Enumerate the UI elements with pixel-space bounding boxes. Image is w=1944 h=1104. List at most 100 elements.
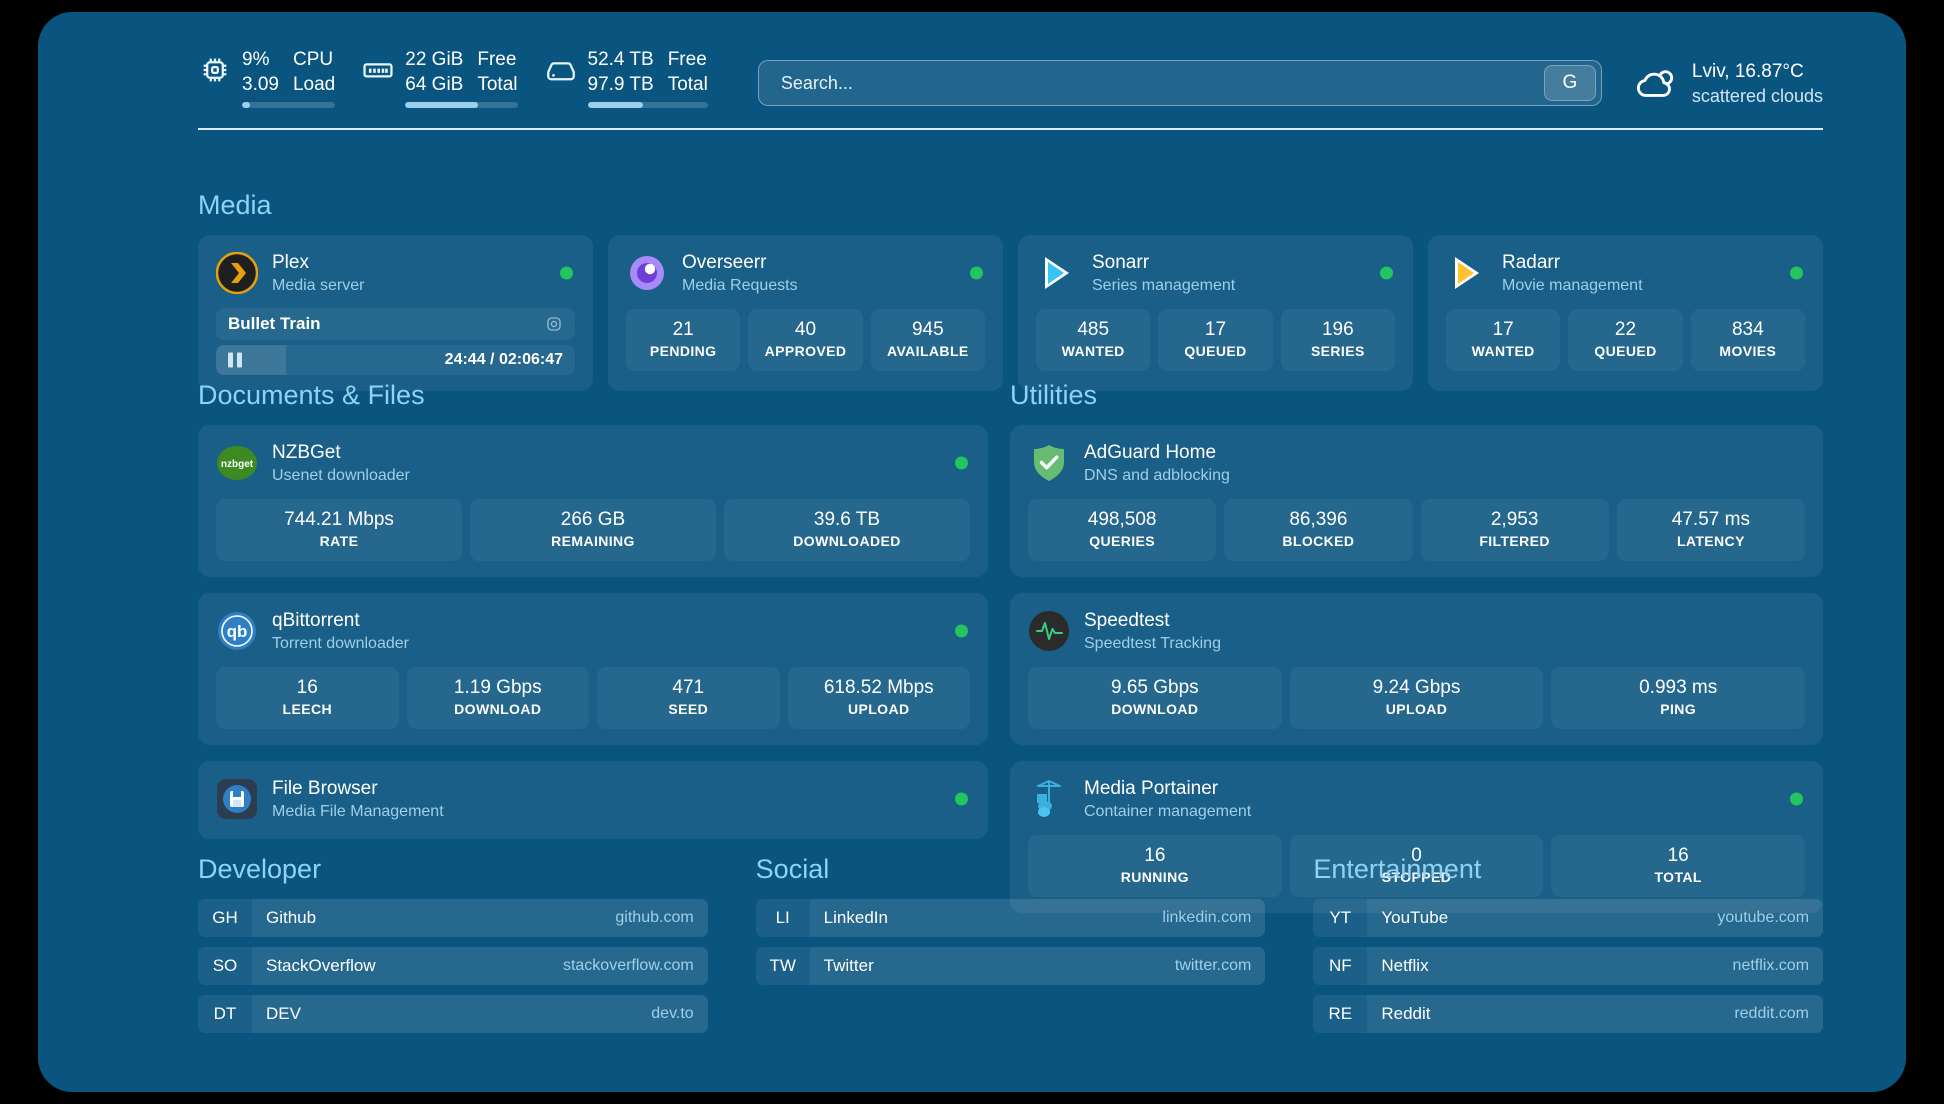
stat-tile: 0 STOPPED	[1289, 835, 1544, 897]
service-card-speedtest[interactable]: Speedtest Speedtest Tracking 9.65 Gbps D…	[1010, 593, 1823, 745]
documents-section: Documents & Files nzbget NZBGet Usenet d…	[198, 380, 988, 855]
service-card-adguard-home[interactable]: AdGuard Home DNS and adblocking 498,508 …	[1010, 425, 1823, 577]
search-input[interactable]	[757, 60, 1602, 106]
stats-row: 16 RUNNING 0 STOPPED 16 TOTAL	[1028, 835, 1806, 897]
bookmark-item[interactable]: GH Github github.com	[198, 899, 708, 937]
now-playing-progress[interactable]: 24:44 / 02:06:47	[216, 345, 575, 375]
service-card-file-browser[interactable]: File Browser Media File Management	[198, 761, 988, 839]
disk-icon	[544, 53, 578, 87]
pause-icon[interactable]	[228, 352, 242, 368]
card-subtitle: Speedtest Tracking	[1084, 634, 1221, 652]
adguard-shield-icon	[1028, 442, 1070, 484]
bookmark-url: twitter.com	[1174, 957, 1252, 974]
stat-label: QUERIES	[1089, 533, 1156, 549]
card-title: Overseerr	[682, 251, 767, 273]
system-stat-cpu: 9% 3.09 CPU Load	[198, 47, 336, 120]
stat-tile: 16 LEECH	[216, 667, 399, 729]
stat-value: 86,396	[1289, 509, 1348, 530]
bookmark-url: linkedin.com	[1162, 909, 1252, 926]
stat-label: MOVIES	[1719, 343, 1777, 359]
header-divider	[198, 128, 1823, 130]
bookmark-name: Github	[266, 908, 317, 927]
stat-value: 485	[1077, 319, 1110, 340]
section-title-utilities: Utilities	[1010, 380, 1098, 410]
stat-label: BLOCKED	[1282, 533, 1355, 549]
stats-row: 9.65 Gbps DOWNLOAD 9.24 Gbps UPLOAD 0.99…	[1028, 667, 1806, 729]
stat-label: SEED	[668, 701, 709, 717]
stat-label: AVAILABLE	[887, 343, 969, 359]
card-title: Speedtest	[1084, 609, 1170, 631]
stat-tile: 618.52 Mbps UPLOAD	[787, 667, 970, 729]
system-stat-disk: 52.4 TB 97.9 TB Free Total	[544, 47, 708, 120]
stat-tile: 17 QUEUED	[1158, 309, 1273, 371]
search-engine-button[interactable]: G	[1543, 65, 1596, 101]
stat-tile: 834 MOVIES	[1690, 309, 1805, 371]
bookmark-body: DEV dev.to	[252, 995, 708, 1033]
disk-label-bottom: Total	[667, 73, 708, 95]
disk-label-top: Free	[667, 48, 707, 70]
stat-tile: 9.24 Gbps UPLOAD	[1289, 667, 1544, 729]
disk-free-value: 52.4 TB	[587, 48, 654, 70]
stat-value: 945	[911, 319, 944, 340]
gear-icon[interactable]	[545, 315, 563, 333]
service-card-qbittorrent[interactable]: qb qBittorrent Torrent downloader 16 LEE…	[198, 593, 988, 745]
bookmark-url: github.com	[615, 909, 694, 926]
service-card-plex[interactable]: Plex Media server Bullet Train	[198, 235, 593, 391]
stats-row: 21 PENDING 40 APPROVED 945 AVAILABLE	[626, 309, 985, 371]
service-card-nzbget[interactable]: nzbget NZBGet Usenet downloader 744.21 M…	[198, 425, 988, 577]
bookmark-name: YouTube	[1381, 908, 1449, 927]
now-playing-title: Bullet Train	[228, 314, 321, 333]
stats-row: 498,508 QUERIES 86,396 BLOCKED 2,953 FIL…	[1028, 499, 1805, 561]
sonarr-icon	[1036, 252, 1078, 294]
bookmark-item[interactable]: DT DEV dev.to	[198, 995, 708, 1033]
stats-row: 744.21 Mbps RATE 266 GB REMAINING 39.6 T…	[216, 499, 970, 561]
stat-value: 17	[1204, 319, 1227, 340]
service-card-sonarr[interactable]: Sonarr Series management 485 WANTED 17 Q…	[1018, 235, 1413, 391]
bookmark-item[interactable]: SO StackOverflow stackoverflow.com	[198, 947, 708, 985]
card-header: nzbget NZBGet Usenet downloader	[216, 439, 970, 487]
stats-row: 485 WANTED 17 QUEUED 196 SERIES	[1036, 309, 1395, 371]
status-badge	[955, 792, 968, 806]
stat-tile: 471 SEED	[597, 667, 780, 729]
stat-label: RUNNING	[1120, 869, 1189, 885]
stat-value: 834	[1731, 319, 1764, 340]
bookmark-item[interactable]: NF Netflix netflix.com	[1313, 947, 1824, 985]
stat-label: QUEUED	[1184, 343, 1247, 359]
card-header: Plex Media server	[216, 249, 575, 297]
search-container: G	[757, 60, 1602, 106]
media-section: Media Plex Media server	[198, 190, 1823, 391]
card-title: AdGuard Home	[1084, 441, 1217, 463]
overseerr-icon	[626, 252, 668, 294]
bookmark-url: youtube.com	[1717, 909, 1810, 926]
bookmark-item[interactable]: RE Reddit reddit.com	[1313, 995, 1824, 1033]
stats-row: 17 WANTED 22 QUEUED 834 MOVIES	[1446, 309, 1805, 371]
cpu-usage-bar	[242, 101, 336, 108]
memory-free-value: 22 GiB	[405, 48, 464, 70]
stat-label: DOWNLOADED	[793, 533, 901, 549]
service-card-overseerr[interactable]: Overseerr Media Requests 21 PENDING 40 A…	[608, 235, 1003, 391]
card-subtitle: Container management	[1084, 802, 1252, 820]
memory-usage-bar	[405, 101, 518, 108]
service-card-radarr[interactable]: Radarr Movie management 17 WANTED 22 QUE…	[1428, 235, 1823, 391]
stat-value: 196	[1321, 319, 1354, 340]
status-badge	[970, 266, 983, 280]
bookmark-abbr: SO	[198, 947, 252, 985]
stat-tile: 498,508 QUERIES	[1028, 499, 1217, 561]
cloud-icon	[1632, 60, 1678, 106]
service-card-media-portainer[interactable]: Media Portainer Container management 16 …	[1010, 761, 1823, 913]
status-badge	[1790, 266, 1803, 280]
card-title: Sonarr	[1092, 251, 1150, 273]
stat-label: UPLOAD	[847, 701, 910, 717]
stat-value: 266 GB	[560, 509, 626, 530]
memory-label-top: Free	[477, 48, 517, 70]
bookmark-item[interactable]: TW Twitter twitter.com	[755, 947, 1266, 985]
bookmark-abbr: YT	[1313, 899, 1368, 937]
bookmark-item[interactable]: LI LinkedIn linkedin.com	[755, 899, 1266, 937]
cpu-label-top: CPU	[292, 48, 334, 70]
bookmark-item[interactable]: YT YouTube youtube.com	[1313, 899, 1824, 937]
stat-label: DOWNLOAD	[454, 701, 542, 717]
bookmark-abbr: LI	[755, 899, 810, 937]
stat-tile: 9.65 Gbps DOWNLOAD	[1028, 667, 1282, 729]
card-header: Media Portainer Container management	[1028, 775, 1805, 823]
bookmark-name: Netflix	[1381, 956, 1429, 975]
